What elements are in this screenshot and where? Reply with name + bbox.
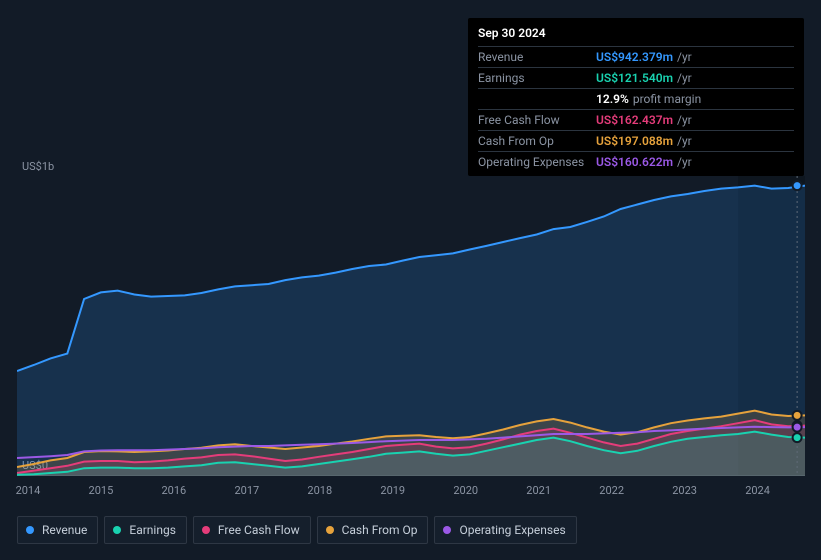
tooltip-value: US$942.379m: [596, 50, 673, 64]
tooltip-row: 12.9% profit margin: [478, 89, 794, 110]
x-axis-tick: 2024: [745, 484, 770, 497]
y-axis-max-label: US$1b: [22, 160, 54, 173]
tooltip-row: RevenueUS$942.379m/yr: [478, 47, 794, 68]
tooltip-label: Earnings: [478, 71, 596, 85]
legend: Revenue Earnings Free Cash Flow Cash From O…: [17, 516, 577, 544]
x-axis-tick: 2021: [526, 484, 551, 497]
tooltip-label: Revenue: [478, 50, 596, 64]
tooltip-suffix: /yr: [677, 71, 692, 85]
plot-area[interactable]: [17, 176, 805, 476]
legend-dot: [202, 526, 210, 534]
x-axis-tick: 2014: [16, 484, 41, 497]
legend-item-revenue[interactable]: Revenue: [17, 516, 98, 544]
x-axis-tick: 2016: [161, 484, 186, 497]
legend-label: Revenue: [42, 523, 87, 537]
legend-label: Cash From Op: [342, 523, 418, 537]
x-axis-tick: 2022: [599, 484, 624, 497]
tooltip-value: US$197.088m: [596, 134, 673, 148]
tooltip-row: Cash From OpUS$197.088m/yr: [478, 131, 794, 152]
tooltip-value: US$162.437m: [596, 113, 673, 127]
legend-item-earnings[interactable]: Earnings: [104, 516, 187, 544]
tooltip-date: Sep 30 2024: [478, 24, 794, 47]
legend-label: Earnings: [129, 523, 176, 537]
x-axis-tick: 2020: [453, 484, 478, 497]
chart-tooltip: Sep 30 2024 RevenueUS$942.379m/yrEarning…: [468, 18, 804, 176]
x-axis-tick: 2019: [380, 484, 405, 497]
tooltip-row: Free Cash FlowUS$162.437m/yr: [478, 110, 794, 131]
tooltip-suffix: /yr: [677, 113, 692, 127]
tooltip-row: EarningsUS$121.540m/yr: [478, 68, 794, 89]
legend-label: Free Cash Flow: [218, 523, 300, 537]
legend-dot: [443, 526, 451, 534]
tooltip-suffix: /yr: [677, 155, 692, 169]
legend-dot: [113, 526, 121, 534]
tooltip-suffix: /yr: [677, 50, 692, 64]
x-axis-tick: 2015: [89, 484, 114, 497]
legend-label: Operating Expenses: [459, 523, 565, 537]
x-axis-tick: 2018: [307, 484, 332, 497]
tooltip-suffix: /yr: [677, 134, 692, 148]
tooltip-value: US$121.540m: [596, 71, 673, 85]
tooltip-row: Operating ExpensesUS$160.622m/yr: [478, 152, 794, 172]
legend-dot: [326, 526, 334, 534]
legend-item-opex[interactable]: Operating Expenses: [434, 516, 576, 544]
tooltip-value: US$160.622m: [596, 155, 673, 169]
tooltip-margin-value: 12.9%: [596, 92, 629, 106]
tooltip-label: Free Cash Flow: [478, 113, 596, 127]
tooltip-margin-label: profit margin: [633, 92, 701, 106]
x-axis-tick: 2017: [234, 484, 259, 497]
legend-item-cfo[interactable]: Cash From Op: [317, 516, 429, 544]
legend-dot: [26, 526, 34, 534]
tooltip-label: Cash From Op: [478, 134, 596, 148]
tooltip-label: Operating Expenses: [478, 155, 596, 169]
legend-item-fcf[interactable]: Free Cash Flow: [193, 516, 311, 544]
x-axis-tick: 2023: [672, 484, 697, 497]
